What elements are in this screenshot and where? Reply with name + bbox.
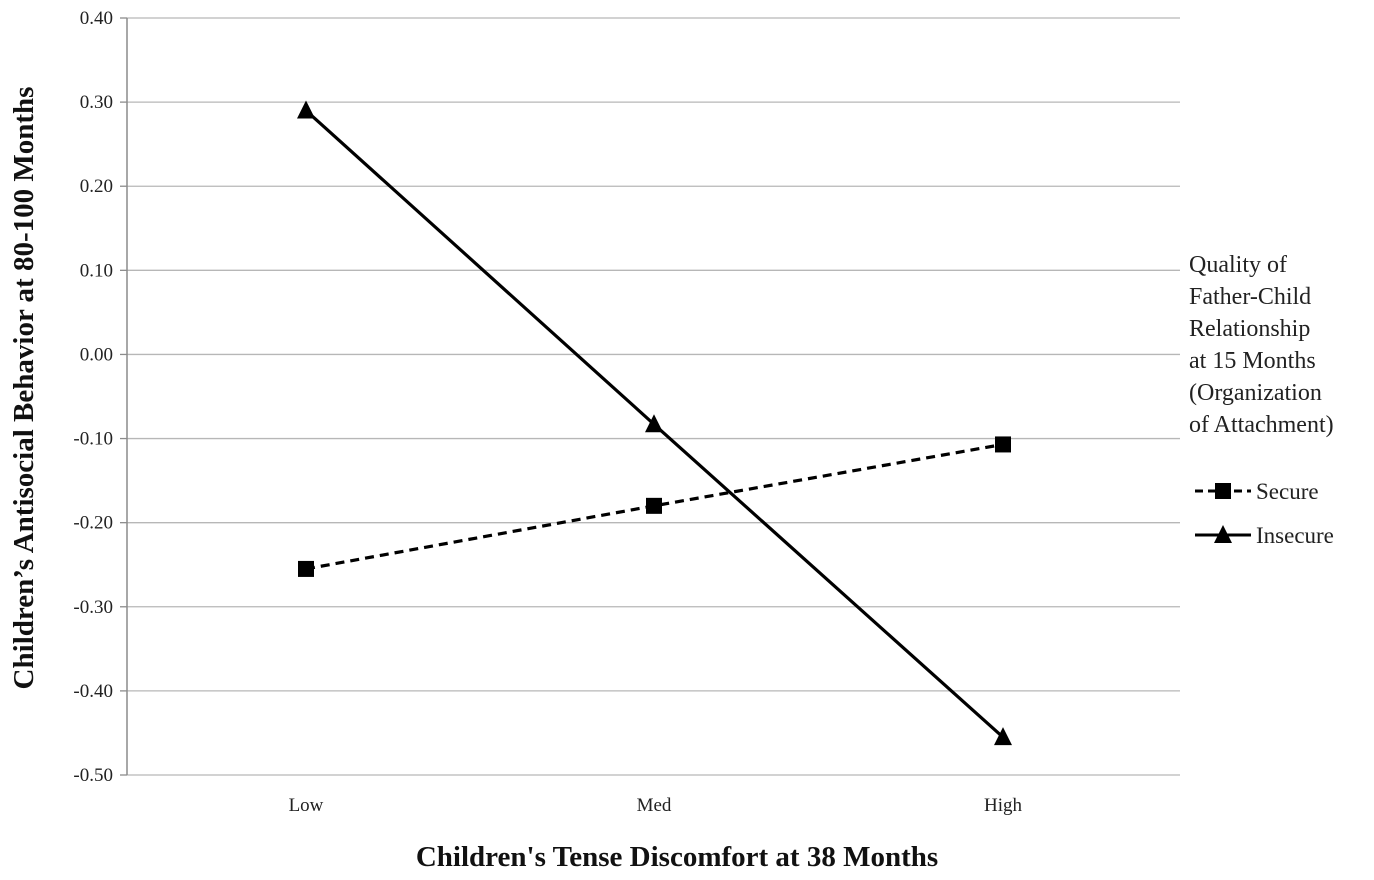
triangle-icon [1214, 525, 1232, 543]
x-tick-label: Med [637, 795, 672, 816]
legend-item-secure: Secure [1195, 479, 1319, 504]
y-tick-label: 0.10 [80, 260, 113, 281]
y-tick-labels: 0.40 0.30 0.20 0.10 0.00 -0.10 -0.20 -0.30 -0.40… [73, 8, 113, 786]
x-axis-title: Children's Tense Discomfort at 38 Months [416, 841, 938, 873]
secure-data-point [646, 497, 662, 514]
y-axis-title: Children’s Antisocial Behavior at 80-100… [8, 87, 40, 690]
y-tick-label: 0.00 [80, 344, 113, 365]
secure-data-point [298, 560, 314, 577]
y-tick-label: -0.50 [73, 765, 113, 786]
y-tick-label: -0.40 [73, 681, 113, 702]
legend: Quality of Father-Child Relationship at 15 … [1189, 252, 1334, 548]
legend-label: Insecure [1256, 523, 1334, 548]
insecure-data-point [297, 100, 315, 119]
x-tick-labels: Low Med High [289, 795, 1023, 816]
legend-title-line: at 15 Months [1189, 348, 1316, 374]
axes [120, 17, 128, 776]
insecure-data-point [994, 727, 1012, 746]
x-tick-label: High [984, 795, 1023, 816]
legend-items: Secure Insecure [1195, 479, 1334, 548]
legend-title-line: Quality of [1189, 252, 1287, 278]
legend-title-line: Father-Child [1189, 284, 1311, 310]
x-tick-label: Low [289, 795, 324, 816]
square-icon [1215, 483, 1231, 499]
y-tick-label: -0.30 [73, 597, 113, 618]
y-tick-label: -0.10 [73, 429, 113, 450]
legend-title-line: (Organization [1189, 380, 1322, 406]
series-markers [297, 100, 1012, 746]
legend-label: Secure [1256, 479, 1319, 504]
y-tick-label: -0.20 [73, 513, 113, 534]
y-tick-label: 0.40 [80, 8, 113, 29]
y-tick-label: 0.20 [80, 176, 113, 197]
y-tick-label: 0.30 [80, 92, 113, 113]
secure-data-point [995, 436, 1011, 453]
legend-item-insecure: Insecure [1195, 523, 1334, 548]
gridlines [127, 17, 1180, 776]
insecure-data-point [645, 414, 663, 433]
legend-title-line: of Attachment) [1189, 412, 1334, 438]
legend-title-line: Relationship [1189, 316, 1310, 342]
legend-title: Quality of Father-Child Relationship at 15 … [1189, 252, 1334, 438]
